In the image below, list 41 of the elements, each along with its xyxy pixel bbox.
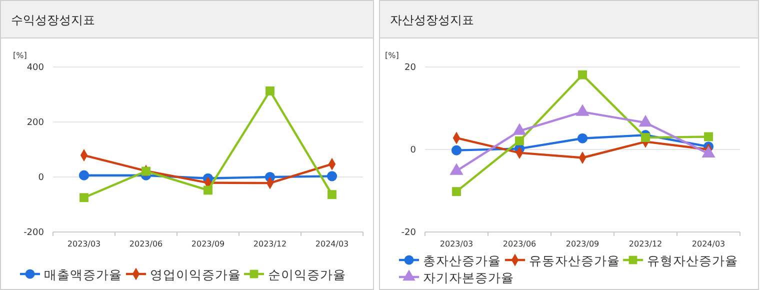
point — [577, 133, 588, 144]
x-tick-label: 2024/03 — [315, 240, 349, 249]
point — [78, 170, 90, 180]
x-tick-label: 2023/12 — [628, 240, 662, 249]
chart-title: 자산성장성지표 — [390, 13, 474, 27]
legend-label: 유동자산증가율 — [529, 253, 620, 268]
point — [451, 145, 462, 156]
legend-label: 영업이익증가율 — [150, 267, 241, 282]
chart-title: 수익성장성지표 — [11, 13, 95, 27]
x-tick-label: 2023/03 — [67, 240, 101, 249]
x-tick-label: 2023/06 — [129, 240, 163, 249]
x-tick-label: 2023/09 — [191, 240, 225, 249]
x-tick-label: 2024/03 — [692, 240, 726, 249]
point — [326, 171, 338, 182]
point — [80, 193, 88, 202]
point — [515, 136, 524, 146]
point — [266, 86, 274, 96]
point — [328, 190, 336, 200]
y-tick-label: 0 — [410, 145, 416, 156]
legend-label: 유형자산증가율 — [647, 253, 738, 268]
y-axis-title: [%] — [385, 51, 399, 60]
legend-label: 순이익증가율 — [268, 267, 346, 282]
legend-label: 총자산증가율 — [423, 253, 501, 268]
x-tick-label: 2023/09 — [566, 240, 600, 249]
point — [704, 132, 713, 142]
legend-label: 매출액증가율 — [44, 267, 122, 282]
x-tick-label: 2023/03 — [440, 240, 474, 249]
point — [452, 187, 461, 196]
x-tick-label: 2023/06 — [502, 240, 536, 249]
point — [578, 70, 587, 80]
x-tick-label: 2023/12 — [253, 240, 287, 249]
y-tick-label: 0 — [38, 172, 44, 183]
legend-label: 자기자본증가율 — [423, 270, 514, 285]
point — [204, 186, 212, 195]
y-tick-label: -200 — [24, 228, 44, 238]
y-axis-title: [%] — [13, 51, 27, 60]
y-tick-label: 20 — [404, 62, 416, 73]
y-tick-label: 200 — [26, 118, 44, 128]
point — [641, 133, 650, 142]
y-tick-label: -20 — [401, 228, 416, 238]
y-tick-label: 400 — [26, 62, 44, 73]
